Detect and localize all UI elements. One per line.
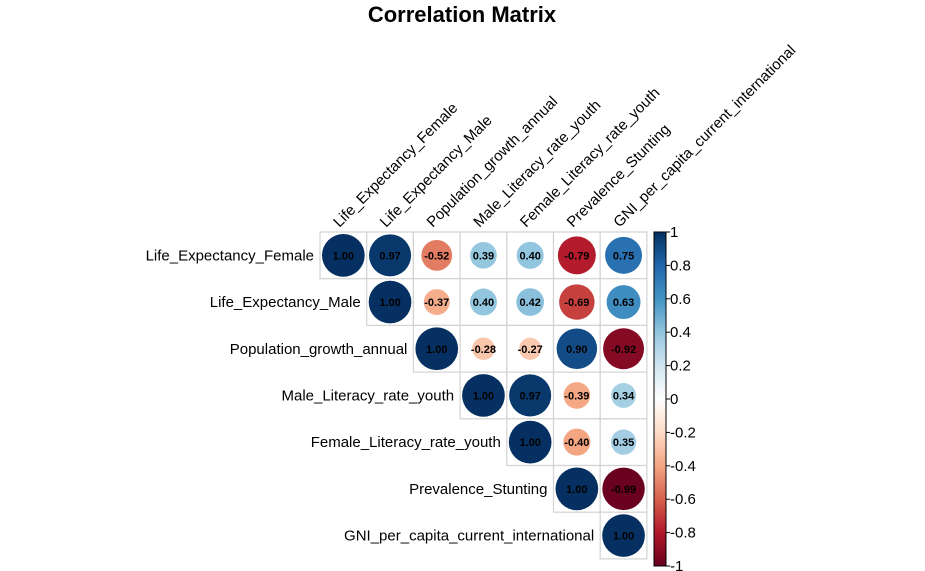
correlation-value-label: -0.39 [564, 390, 589, 402]
correlation-value-label: 0.40 [519, 250, 540, 262]
correlation-circle [462, 374, 505, 417]
correlation-circle [603, 328, 645, 370]
correlation-value-label: 1.00 [379, 297, 400, 309]
colorbar-tick-label: 0.2 [670, 358, 691, 375]
correlation-circle [516, 241, 544, 269]
correlation-circle [508, 420, 552, 464]
correlation-value-label: 1.00 [426, 344, 447, 356]
correlation-value-label: 1.00 [566, 484, 587, 496]
correlation-circle [563, 428, 591, 456]
correlation-circle [322, 234, 365, 277]
correlation-circle [516, 288, 544, 316]
correlation-value-label: -0.28 [471, 344, 496, 356]
correlation-circle [556, 328, 598, 370]
correlation-value-label: 1.00 [333, 250, 354, 262]
colorbar-tick-label: 0.8 [670, 257, 691, 274]
row-label: Female_Literacy_rate_youth [311, 434, 501, 451]
correlation-circle [610, 429, 637, 455]
correlation-value-label: 0.42 [519, 297, 540, 309]
correlation-circle [519, 337, 542, 360]
correlation-value-label: 0.35 [613, 437, 634, 449]
correlation-value-label: 0.40 [473, 297, 494, 309]
correlation-value-label: -0.99 [611, 484, 636, 496]
correlation-circle [563, 382, 591, 409]
correlation-value-label: -0.92 [611, 344, 636, 356]
correlation-circle [469, 288, 497, 316]
colorbar-tick-label: -0.4 [670, 458, 696, 475]
correlation-circle [369, 234, 412, 277]
row-label: Prevalence_Stunting [409, 481, 547, 498]
correlation-circle [606, 285, 641, 319]
correlation-value-label: 0.75 [613, 250, 634, 262]
correlation-value-label: -0.52 [424, 250, 449, 262]
correlation-circle [368, 280, 412, 324]
correlation-circle [415, 327, 459, 371]
correlation-value-label: 1.00 [519, 437, 540, 449]
correlation-circle [421, 239, 453, 271]
row-label: Life_Expectancy_Female [146, 247, 314, 264]
correlation-value-label: 1.00 [613, 531, 634, 543]
row-label: GNI_per_capita_current_international [344, 528, 594, 545]
correlation-value-label: 0.97 [519, 390, 540, 402]
colorbar-tick-label: -0.2 [670, 424, 696, 441]
matrix-grid: 1.00 0.97 -0.52 0.39 0.40 -0.79 0.75 1.00 -0.37 0… [319, 231, 648, 560]
correlation-value-label: -0.40 [564, 437, 589, 449]
correlation-value-label: -0.27 [518, 344, 543, 356]
correlation-circle [423, 289, 450, 316]
colorbar-legend: 1 0.8 0.6 0.4 0.2 0 -0.2 -0.4 -0.6 -0.8 -1 [653, 224, 696, 571]
correlation-circle [472, 337, 495, 361]
correlation-value-label: 0.97 [379, 250, 400, 262]
colorbar-tick-label: 0 [670, 391, 678, 408]
correlation-value-label: 0.90 [566, 344, 587, 356]
row-label: Male_Literacy_rate_youth [281, 387, 454, 404]
correlation-value-label: -0.69 [564, 297, 589, 309]
correlation-circle [555, 467, 599, 511]
correlation-value-label: -0.79 [564, 250, 589, 262]
correlation-value-label: -0.37 [424, 297, 449, 309]
correlation-circle [470, 242, 497, 269]
colorbar-tick-label: 0.6 [670, 291, 691, 308]
colorbar-tick-label: -0.6 [670, 491, 696, 508]
correlation-circle [605, 236, 643, 274]
correlation-value-label: 0.34 [613, 390, 635, 402]
column-label: GNI_per_capita_current_international [610, 42, 799, 231]
row-label: Life_Expectancy_Male [210, 294, 361, 311]
correlation-value-label: 0.63 [613, 297, 634, 309]
chart-title: Correlation Matrix [368, 2, 557, 27]
correlation-circle [559, 284, 595, 320]
correlation-circle [557, 236, 596, 275]
colorbar-gradient [653, 231, 667, 567]
row-labels: Life_Expectancy_Female Life_Expectancy_Ma… [146, 247, 595, 544]
row-label: Population_growth_annual [230, 341, 408, 358]
correlation-value-label: 1.00 [473, 390, 494, 402]
correlation-circle [602, 514, 645, 557]
colorbar-tick-label: -0.8 [670, 525, 696, 542]
colorbar-tick-label: 0.4 [670, 324, 691, 341]
correlation-circle [602, 467, 645, 511]
colorbar-tick-label: -1 [670, 558, 683, 571]
correlation-circle [509, 374, 552, 417]
colorbar-tick-label: 1 [670, 224, 678, 241]
correlation-circle [611, 383, 636, 408]
correlation-value-label: 0.39 [473, 250, 494, 262]
column-labels: Life_Expectancy_FemaleLife_Expectancy_Ma… [330, 42, 799, 231]
